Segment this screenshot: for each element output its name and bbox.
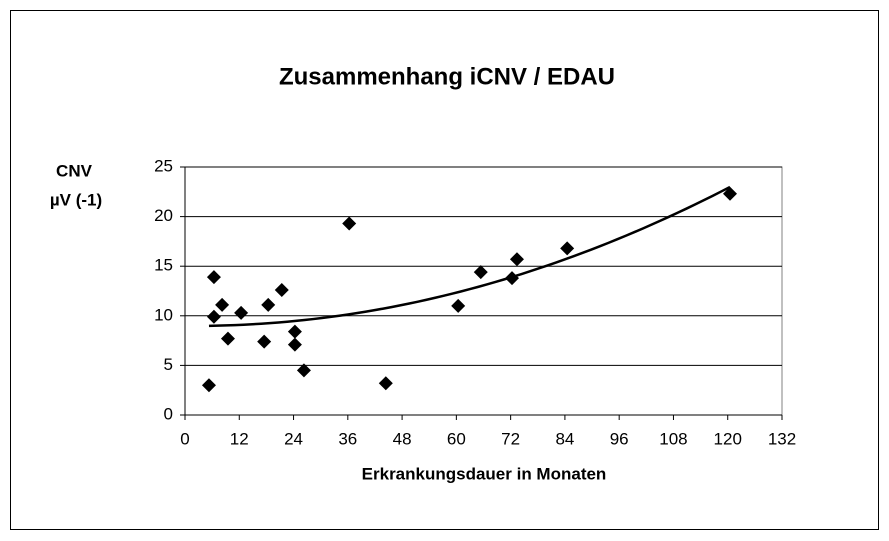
point: [234, 305, 249, 320]
y-tick-label: 20: [154, 206, 173, 225]
x-tick-label: 24: [284, 429, 303, 448]
y-axis-title: µV (-1): [50, 190, 102, 209]
y-tick-label: 10: [154, 305, 173, 324]
y-tick-label: 25: [154, 156, 173, 175]
point: [274, 283, 289, 298]
trendline: [208, 185, 731, 328]
point: [473, 265, 488, 280]
y-tick-label: 15: [154, 256, 173, 275]
point: [378, 376, 393, 391]
x-tick-label: 132: [768, 429, 796, 448]
point: [257, 334, 272, 349]
point: [560, 241, 575, 256]
chart-title: Zusammenhang iCNV / EDAU: [279, 63, 615, 90]
point: [261, 297, 276, 312]
point: [296, 363, 311, 378]
point: [215, 297, 230, 312]
x-tick-label: 60: [447, 429, 466, 448]
x-tick-label: 96: [610, 429, 629, 448]
x-tick-label: 0: [180, 429, 189, 448]
x-tick-label: 120: [714, 429, 742, 448]
point: [287, 324, 302, 339]
point: [220, 331, 235, 346]
point: [342, 216, 357, 231]
plot-area: [184, 166, 783, 416]
y-tick-label: 5: [164, 355, 173, 374]
x-axis-title: Erkrankungsdauer in Monaten: [362, 464, 607, 483]
point: [287, 337, 302, 352]
x-tick-label: 72: [501, 429, 520, 448]
point: [451, 298, 466, 313]
y-tick-label: 0: [164, 404, 173, 423]
x-tick-label: 36: [338, 429, 357, 448]
point: [206, 270, 221, 285]
x-tick-label: 48: [393, 429, 412, 448]
point: [722, 186, 737, 201]
x-tick-label: 108: [659, 429, 687, 448]
point: [201, 378, 216, 393]
y-axis-title: CNV: [56, 161, 93, 180]
x-tick-label: 12: [230, 429, 249, 448]
point: [206, 309, 221, 324]
point: [509, 252, 524, 267]
x-tick-label: 84: [555, 429, 574, 448]
